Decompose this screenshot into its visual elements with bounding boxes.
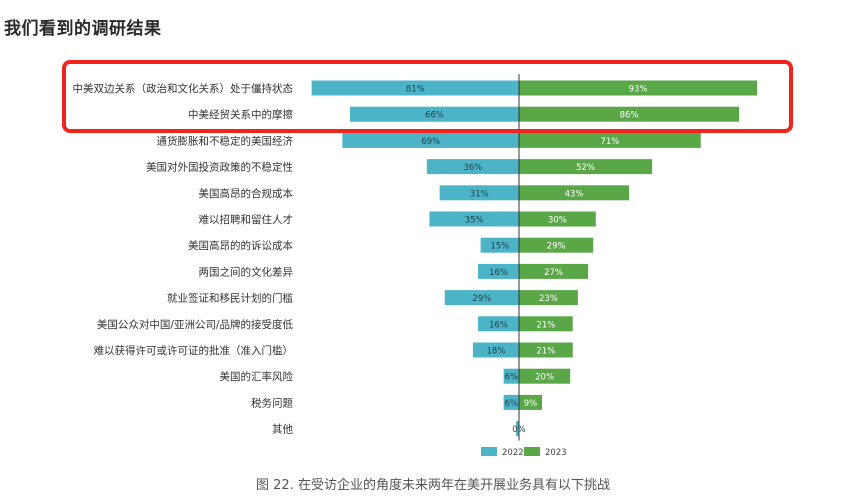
bar-2023 — [519, 211, 596, 227]
bar-2022 — [480, 237, 519, 253]
data-label-2023: 27% — [544, 268, 563, 278]
category-label: 美国对外国投资政策的不稳定性 — [146, 161, 293, 174]
data-label-2022: 31% — [470, 189, 489, 199]
data-label-2022: 6% — [505, 373, 519, 383]
bar-2023 — [519, 132, 701, 148]
data-label-2022: 36% — [463, 163, 482, 173]
category-label: 就业签证和移民计划的门槛 — [167, 292, 293, 305]
data-label-2023: 9% — [524, 399, 538, 409]
bar-2023 — [519, 342, 573, 358]
category-label: 两国之间的文化差异 — [199, 265, 294, 278]
category-label: 税务问题 — [251, 396, 293, 409]
data-label-2022: 16% — [489, 320, 508, 330]
bar-2023 — [519, 263, 589, 279]
bar-2023 — [519, 159, 653, 175]
bar-2023 — [519, 80, 758, 96]
data-label-2023: 21% — [536, 347, 555, 357]
legend-label-2022: 2022 — [502, 448, 524, 458]
bar-2022 — [311, 80, 519, 96]
highlight-box — [62, 60, 793, 133]
category-label: 美国高昂的的诉讼成本 — [188, 239, 293, 252]
bar-2022 — [516, 421, 519, 437]
data-label-2023: 86% — [620, 111, 639, 121]
data-label-2023: 93% — [629, 85, 648, 95]
legend-swatch-2022 — [481, 447, 497, 456]
bar-2023 — [519, 237, 594, 253]
category-label: 中美双边关系（政治和文化关系）处于僵持状态 — [73, 82, 294, 95]
bar-2023 — [519, 185, 630, 201]
data-label-2022: 16% — [489, 268, 508, 278]
data-label-2023: 52% — [576, 163, 595, 173]
category-label: 美国公众对中国/亚洲公司/品牌的接受度低 — [97, 318, 294, 331]
legend-swatch-2023 — [524, 447, 540, 456]
data-label-2023: 23% — [539, 294, 558, 304]
data-label-2023: 30% — [548, 216, 567, 226]
bar-2023 — [519, 290, 578, 306]
bar-2022 — [503, 368, 519, 384]
data-label-2022: 15% — [490, 242, 509, 252]
data-label-2022: 35% — [465, 216, 484, 226]
category-label: 其他 — [272, 423, 293, 436]
bar-2023 — [519, 394, 543, 410]
bar-2022 — [444, 290, 519, 306]
category-label: 美国高昂的合规成本 — [199, 187, 294, 200]
bar-2022 — [350, 106, 519, 122]
data-label-2023: 20% — [535, 373, 554, 383]
bar-2022 — [426, 159, 519, 175]
category-label: 美国的汇率风险 — [220, 370, 294, 383]
bar-2022 — [342, 132, 519, 148]
bar-2022 — [429, 211, 519, 227]
data-label-2023: 21% — [536, 320, 555, 330]
data-label-2023: 71% — [600, 137, 619, 147]
category-label: 难以获得许可或许可证的批准（准入门槛） — [94, 344, 294, 357]
data-label-2023: 43% — [565, 189, 584, 199]
bar-2023 — [519, 106, 740, 122]
data-label-2022: 6% — [505, 399, 519, 409]
data-label-2022: 18% — [487, 347, 506, 357]
bar-2022 — [478, 263, 519, 279]
category-label: 中美经贸关系中的摩擦 — [188, 108, 293, 121]
bar-2023 — [519, 368, 571, 384]
bar-2023 — [519, 316, 573, 332]
data-label-2023: 29% — [547, 242, 566, 252]
data-label-2022: 69% — [421, 137, 440, 147]
legend-label-2023: 2023 — [545, 448, 567, 458]
challenges-chart: 中美双边关系（政治和文化关系）处于僵持状态 81% 93% 中美经贸关系中的摩擦 66%… — [62, 60, 793, 458]
data-label-2022: 29% — [472, 294, 491, 304]
data-label-2022: 81% — [406, 85, 425, 95]
page-title: 我们看到的调研结果 — [4, 19, 162, 39]
category-label: 通货膨胀和不稳定的美国经济 — [157, 134, 294, 147]
category-label: 难以招聘和留住人才 — [199, 213, 294, 226]
bar-2022 — [472, 342, 519, 358]
figure-caption: 图 22. 在受访企业的角度未来两年在美开展业务具有以下挑战 — [256, 478, 610, 493]
bar-2022 — [439, 185, 519, 201]
bar-2022 — [503, 394, 519, 410]
bar-2022 — [478, 316, 519, 332]
data-label-2022: 66% — [425, 111, 444, 121]
